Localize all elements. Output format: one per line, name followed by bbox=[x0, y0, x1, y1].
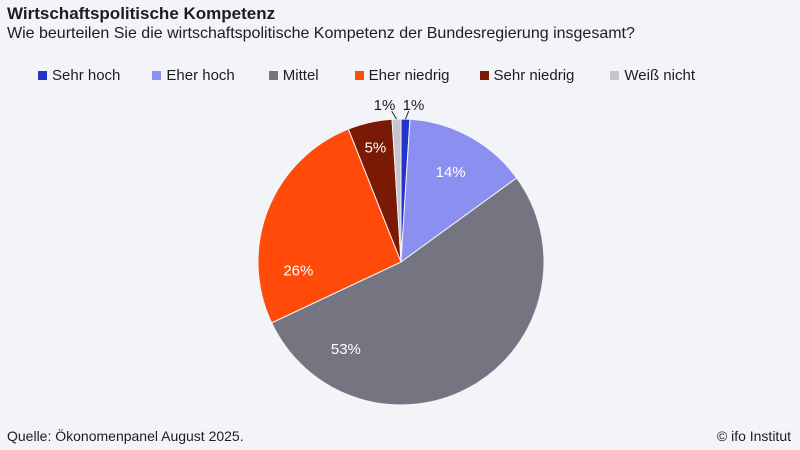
legend-label: Eher hoch bbox=[166, 67, 235, 84]
slice-label: 14% bbox=[436, 164, 466, 181]
legend-item: Mittel bbox=[268, 67, 319, 84]
copyright-credit: © ifo Institut bbox=[716, 428, 791, 444]
pie-slice bbox=[400, 118, 518, 264]
legend-label: Weiß nicht bbox=[624, 67, 695, 84]
chart-subtitle: Wie beurteilen Sie die wirtschaftspoliti… bbox=[7, 25, 635, 42]
legend-item: Sehr niedrig bbox=[479, 67, 575, 84]
legend-label: Mittel bbox=[282, 67, 319, 84]
chart-title: Wirtschaftspolitische Kompetenz bbox=[7, 4, 276, 23]
label-leader-line bbox=[405, 110, 410, 120]
legend-item: Eher niedrig bbox=[354, 67, 450, 84]
slice-label: 53% bbox=[331, 341, 361, 358]
legend-label: Sehr niedrig bbox=[493, 67, 575, 84]
legend-swatch bbox=[152, 71, 162, 80]
pie-labels: 1% 14% 53% 26% 5% 1% bbox=[283, 97, 465, 358]
label-leader-line bbox=[391, 110, 397, 120]
legend-item: Sehr hoch bbox=[38, 67, 120, 84]
legend-swatch bbox=[268, 71, 278, 80]
legend-swatch bbox=[479, 71, 489, 80]
pie-slice bbox=[257, 128, 402, 324]
chart-legend: Sehr hoch Eher hoch Mittel Eher niedrig Sehr… bbox=[38, 67, 695, 84]
slice-label: 1% bbox=[374, 97, 396, 114]
pie-slices bbox=[257, 118, 545, 406]
source-note: Quelle: Ökonomenpanel August 2025. bbox=[7, 428, 244, 444]
slice-label: 5% bbox=[365, 140, 387, 157]
legend-swatch bbox=[354, 71, 364, 80]
legend-label: Eher niedrig bbox=[368, 67, 450, 84]
legend-item: Weiß nicht bbox=[610, 67, 695, 84]
slice-label: 1% bbox=[403, 97, 425, 114]
pie-slice bbox=[270, 177, 545, 406]
legend-item: Eher hoch bbox=[152, 67, 235, 84]
legend-label: Sehr hoch bbox=[52, 67, 121, 84]
slice-label: 26% bbox=[283, 262, 313, 279]
legend-swatch bbox=[38, 71, 47, 80]
legend-swatch bbox=[610, 71, 620, 80]
